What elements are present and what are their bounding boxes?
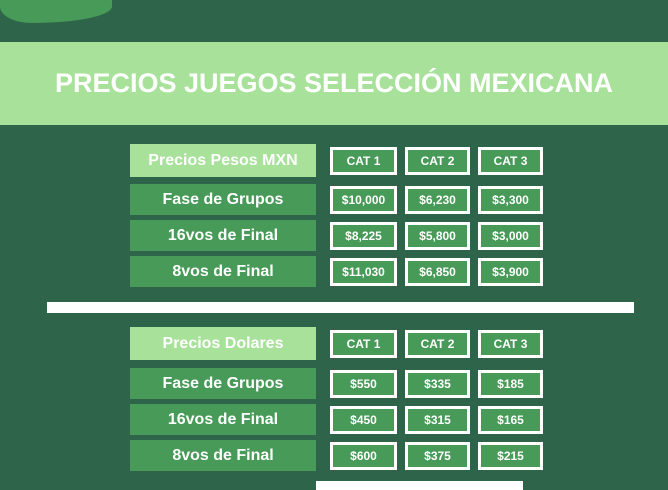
price-cell: $315 <box>405 406 470 434</box>
price-cell-text: $600 <box>350 449 377 463</box>
category-header: CAT 2 <box>405 330 470 358</box>
price-cell: $185 <box>478 370 543 398</box>
price-cell-text: $3,000 <box>492 229 529 243</box>
row-label: Fase de Grupos <box>130 368 316 399</box>
table-header: Precios Dolares <box>130 327 316 360</box>
row-label: 16vos de Final <box>130 404 316 435</box>
price-cell-text: $3,900 <box>492 265 529 279</box>
category-header: CAT 2 <box>405 147 470 175</box>
category-header-text: CAT 2 <box>420 154 455 168</box>
price-cell: $8,225 <box>330 222 397 250</box>
price-cell: $6,850 <box>405 258 470 286</box>
row-label-text: 16vos de Final <box>167 410 279 428</box>
price-cell-text: $375 <box>424 449 451 463</box>
table-header: Precios Pesos MXN <box>130 144 316 177</box>
divider <box>47 302 634 313</box>
row-label: 8vos de Final <box>130 256 316 287</box>
category-header: CAT 3 <box>478 330 543 358</box>
price-cell-text: $5,800 <box>419 229 456 243</box>
price-cell-text: $6,230 <box>419 193 456 207</box>
price-cell: $600 <box>330 442 397 470</box>
price-cell: $375 <box>405 442 470 470</box>
category-header-text: CAT 3 <box>493 337 528 351</box>
price-cell: $3,300 <box>478 186 543 214</box>
category-header-text: CAT 1 <box>346 337 381 351</box>
table-header-text: Precios Pesos MXN <box>148 151 298 169</box>
row-label-text: 8vos de Final <box>172 262 274 280</box>
price-cell-text: $215 <box>497 449 524 463</box>
price-cell: $215 <box>478 442 543 470</box>
price-cell-text: $185 <box>497 377 524 391</box>
category-header: CAT 1 <box>330 147 397 175</box>
price-cell-text: $550 <box>350 377 377 391</box>
row-label: 8vos de Final <box>130 440 316 471</box>
category-header: CAT 3 <box>478 147 543 175</box>
category-header-text: CAT 3 <box>493 154 528 168</box>
price-cell: $165 <box>478 406 543 434</box>
price-cell-text: $6,850 <box>419 265 456 279</box>
price-cell: $10,000 <box>330 186 397 214</box>
row-label: 16vos de Final <box>130 220 316 251</box>
price-cell: $450 <box>330 406 397 434</box>
row-label-text: 16vos de Final <box>167 226 279 244</box>
price-cell-text: $165 <box>497 413 524 427</box>
row-label-text: Fase de Grupos <box>162 190 284 208</box>
price-cell-text: $8,225 <box>345 229 382 243</box>
price-cell: $5,800 <box>405 222 470 250</box>
price-cell-text: $11,030 <box>342 265 385 279</box>
price-cell: $3,000 <box>478 222 543 250</box>
bottom-bar <box>316 481 523 490</box>
price-cell: $6,230 <box>405 186 470 214</box>
price-cell-text: $450 <box>350 413 377 427</box>
decorative-circle <box>0 0 112 23</box>
price-cell: $550 <box>330 370 397 398</box>
table-header-text: Precios Dolares <box>162 334 284 352</box>
price-cell-text: $10,000 <box>341 193 386 207</box>
row-label-text: Fase de Grupos <box>162 374 284 392</box>
category-header-text: CAT 1 <box>346 154 381 168</box>
row-label: Fase de Grupos <box>130 184 316 215</box>
page-title: PRECIOS JUEGOS SELECCIÓN MEXICANA <box>54 68 614 98</box>
category-header: CAT 1 <box>330 330 397 358</box>
price-cell: $11,030 <box>330 258 397 286</box>
row-label-text: 8vos de Final <box>172 446 274 464</box>
price-cell: $335 <box>405 370 470 398</box>
price-cell-text: $315 <box>424 413 451 427</box>
price-cell: $3,900 <box>478 258 543 286</box>
title-band: PRECIOS JUEGOS SELECCIÓN MEXICANA <box>0 42 668 125</box>
category-header-text: CAT 2 <box>420 337 455 351</box>
price-cell-text: $3,300 <box>492 193 529 207</box>
price-cell-text: $335 <box>424 377 451 391</box>
